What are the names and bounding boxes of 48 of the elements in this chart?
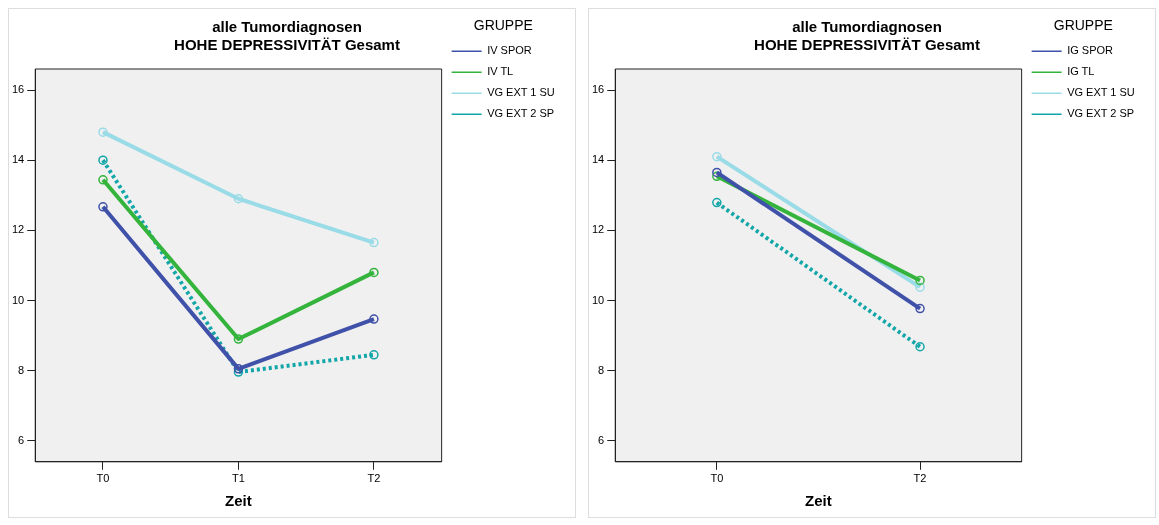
x-tick-label: T2 (367, 472, 381, 485)
point (98, 202, 108, 212)
point (369, 314, 379, 324)
legend-label: IV TL (487, 65, 514, 78)
y-tick-label: 6 (598, 433, 605, 446)
point (915, 282, 925, 292)
x-tick-label: T0 (710, 472, 724, 485)
legend-label: VG EXT 1 SU (1067, 86, 1135, 99)
point (98, 127, 108, 137)
legend-label: VG EXT 1 SU (487, 86, 555, 99)
point (233, 194, 244, 204)
x-axis-title: Zeit (805, 492, 832, 510)
legend-label: IG TL (1067, 65, 1095, 78)
x-tick-label: T0 (96, 472, 110, 485)
legend-label: IV SPOR (487, 44, 532, 57)
point (369, 350, 379, 360)
legend-label: VG EXT 2 SP (1067, 107, 1135, 120)
y-tick-label: 8 (18, 363, 25, 376)
point (712, 167, 722, 178)
chart-title: alle Tumordiagnosen HOHE DEPRESSIVITÄT Gesamt (754, 18, 980, 54)
point (915, 342, 925, 352)
legend-label: VG EXT 2 SP (487, 107, 555, 120)
point (369, 267, 379, 278)
point (915, 275, 925, 286)
legend-title: GRUPPE (473, 16, 533, 33)
chart-title: alle Tumordiagnosen HOHE DEPRESSIVITÄT Gesamt (174, 18, 400, 54)
y-tick-label: 12 (11, 223, 25, 236)
point (233, 334, 244, 344)
y-tick-label: 8 (598, 363, 605, 376)
point (98, 175, 108, 185)
x-tick-label: T1 (232, 472, 245, 485)
y-tick-label: 16 (11, 83, 25, 96)
point (369, 237, 379, 248)
y-tick-label: 10 (11, 293, 25, 306)
point (915, 303, 925, 314)
legend-title: GRUPPE (1053, 16, 1113, 33)
point (98, 155, 108, 165)
x-tick-label: T2 (913, 472, 927, 485)
y-tick-label: 16 (591, 83, 605, 96)
y-tick-label: 6 (18, 433, 25, 446)
x-axis-title: Zeit (225, 492, 252, 510)
point (712, 151, 722, 162)
y-tick-label: 10 (591, 293, 605, 306)
point (712, 197, 722, 208)
y-tick-label: 14 (11, 153, 25, 166)
y-tick-label: 14 (591, 153, 605, 166)
legend-label: IG SPOR (1067, 44, 1114, 57)
y-tick-label: 12 (591, 223, 605, 236)
